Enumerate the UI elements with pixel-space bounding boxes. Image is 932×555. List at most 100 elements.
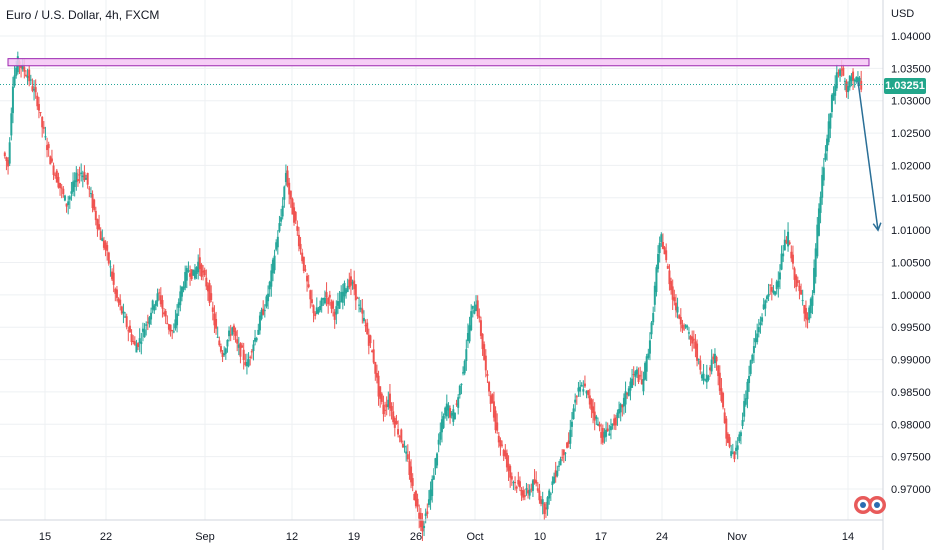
candle-body-down bbox=[411, 478, 414, 486]
candle-body-up bbox=[182, 286, 185, 290]
candle-body-down bbox=[159, 295, 162, 305]
candle-body-down bbox=[236, 339, 239, 344]
candle-body-up bbox=[822, 167, 825, 181]
candle-body-down bbox=[791, 254, 794, 264]
candle-body-up bbox=[816, 224, 819, 257]
candle-body-up bbox=[655, 267, 658, 293]
candle-body-down bbox=[377, 375, 380, 397]
candle-body-down bbox=[99, 231, 102, 240]
candle-body-down bbox=[76, 179, 79, 182]
candle-body-down bbox=[302, 256, 305, 271]
candle-body-down bbox=[504, 450, 507, 457]
tradingview-logo-icon bbox=[854, 496, 886, 514]
candle-body-down bbox=[86, 173, 89, 185]
candle-body-down bbox=[392, 411, 395, 423]
y-tick-label: 0.98500 bbox=[891, 387, 931, 399]
y-tick-label: 0.97500 bbox=[891, 452, 931, 464]
candle-body-up bbox=[138, 338, 141, 344]
candle-body-down bbox=[679, 316, 682, 325]
candle-body-down bbox=[390, 405, 393, 411]
candle-body-up bbox=[697, 358, 700, 360]
candle-body-down bbox=[621, 405, 624, 408]
candle-body-up bbox=[317, 309, 320, 314]
candle-body-up bbox=[546, 497, 549, 510]
candle-body-up bbox=[783, 239, 786, 251]
projection-arrow-line bbox=[857, 81, 879, 231]
candle-body-down bbox=[137, 343, 140, 347]
candle-body-down bbox=[699, 360, 702, 370]
candle-body-down bbox=[583, 383, 586, 387]
candle-body-down bbox=[7, 160, 10, 167]
candle-body-up bbox=[603, 431, 606, 438]
candle-body-up bbox=[457, 397, 460, 408]
candle-body-down bbox=[83, 172, 86, 181]
candle-body-down bbox=[408, 461, 411, 475]
candle-body-down bbox=[479, 320, 482, 336]
candle-body-down bbox=[31, 86, 34, 91]
candle-body-up bbox=[275, 242, 278, 250]
candle-body-up bbox=[624, 391, 627, 405]
candle-body-up bbox=[423, 525, 426, 529]
candle-body-down bbox=[328, 294, 331, 298]
candle-body-down bbox=[505, 453, 508, 468]
candle-body-down bbox=[167, 324, 170, 330]
candle-body-down bbox=[544, 507, 547, 510]
candle-body-down bbox=[65, 203, 68, 207]
candle-body-up bbox=[405, 451, 408, 454]
candle-body-down bbox=[161, 299, 164, 309]
candle-body-up bbox=[195, 267, 198, 274]
candle-body-down bbox=[127, 330, 130, 332]
candle-body-up bbox=[276, 236, 279, 248]
candle-body-up bbox=[684, 324, 687, 328]
candle-body-up bbox=[579, 386, 582, 392]
candle-body-down bbox=[478, 315, 481, 318]
candle-body-up bbox=[605, 429, 608, 437]
candle-body-down bbox=[128, 325, 131, 333]
candle-body-up bbox=[700, 374, 703, 379]
candle-body-down bbox=[726, 433, 729, 443]
candle-body-up bbox=[319, 305, 322, 311]
candle-body-up bbox=[631, 378, 634, 388]
overlays bbox=[0, 58, 883, 232]
candle-body-down bbox=[788, 242, 791, 245]
candle-body-down bbox=[211, 307, 214, 312]
candle-body-down bbox=[492, 401, 495, 418]
candle-body-up bbox=[156, 293, 159, 302]
candle-body-up bbox=[611, 423, 614, 426]
candle-body-up bbox=[777, 280, 780, 288]
candle-body-down bbox=[219, 346, 222, 352]
candle-body-up bbox=[525, 488, 528, 490]
candle-body-up bbox=[280, 217, 283, 222]
x-tick-label: 22 bbox=[100, 531, 112, 543]
candle-body-down bbox=[840, 69, 843, 71]
candle-body-down bbox=[349, 276, 352, 286]
candle-body-down bbox=[845, 81, 848, 92]
candle-body-up bbox=[751, 354, 754, 361]
candle-body-down bbox=[330, 301, 333, 309]
candle-body-down bbox=[190, 269, 193, 280]
y-tick-label: 0.97000 bbox=[891, 484, 931, 496]
y-tick-label: 1.00000 bbox=[891, 290, 931, 302]
candle-body-up bbox=[824, 153, 827, 160]
candle-body-down bbox=[91, 193, 94, 209]
candle-body-down bbox=[241, 345, 244, 348]
candle-body-up bbox=[315, 307, 318, 315]
candle-body-down bbox=[600, 432, 603, 438]
candle-body-down bbox=[93, 199, 96, 210]
candle-body-up bbox=[856, 77, 859, 82]
candle-body-up bbox=[653, 285, 656, 305]
candle-body-up bbox=[268, 281, 271, 290]
candle-body-up bbox=[273, 255, 276, 271]
candle-body-down bbox=[590, 399, 593, 410]
candle-body-down bbox=[353, 280, 356, 290]
candle-body-up bbox=[647, 353, 650, 358]
y-tick-label: 1.01500 bbox=[891, 193, 931, 205]
candle-body-up bbox=[267, 293, 270, 302]
candle-body-down bbox=[367, 334, 370, 346]
candle-body-down bbox=[94, 210, 97, 221]
candle-body-up bbox=[427, 499, 430, 505]
candle-body-down bbox=[158, 292, 161, 294]
candle-body-up bbox=[89, 193, 92, 195]
